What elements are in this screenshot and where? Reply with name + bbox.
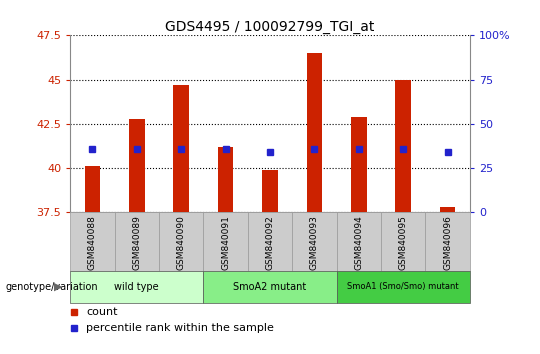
Text: GSM840096: GSM840096: [443, 215, 452, 270]
Text: SmoA1 (Smo/Smo) mutant: SmoA1 (Smo/Smo) mutant: [347, 282, 459, 291]
Text: GSM840090: GSM840090: [177, 215, 186, 270]
Bar: [159, 212, 204, 271]
Bar: [114, 212, 159, 271]
Bar: [292, 212, 336, 271]
Text: count: count: [86, 307, 118, 316]
Text: ▶: ▶: [53, 282, 62, 292]
Title: GDS4495 / 100092799_TGI_at: GDS4495 / 100092799_TGI_at: [165, 21, 375, 34]
Text: percentile rank within the sample: percentile rank within the sample: [86, 322, 274, 332]
Text: GSM840088: GSM840088: [88, 215, 97, 270]
Bar: [204, 212, 248, 271]
Bar: [204, 271, 336, 303]
Bar: [426, 212, 470, 271]
Bar: [381, 212, 426, 271]
Bar: [336, 212, 381, 271]
Text: GSM840093: GSM840093: [310, 215, 319, 270]
Bar: [248, 212, 292, 271]
Text: wild type: wild type: [114, 282, 159, 292]
Bar: [395, 80, 411, 212]
Bar: [129, 119, 145, 212]
Text: GSM840091: GSM840091: [221, 215, 230, 270]
Bar: [351, 117, 367, 212]
Bar: [336, 271, 470, 303]
Bar: [85, 166, 100, 212]
Text: GSM840095: GSM840095: [399, 215, 408, 270]
Bar: [173, 85, 189, 212]
Bar: [307, 53, 322, 212]
Text: GSM840089: GSM840089: [132, 215, 141, 270]
Bar: [218, 147, 233, 212]
Text: GSM840092: GSM840092: [266, 215, 274, 270]
Bar: [262, 170, 278, 212]
Text: SmoA2 mutant: SmoA2 mutant: [233, 282, 307, 292]
Bar: [440, 207, 455, 212]
Bar: [70, 212, 114, 271]
Text: GSM840094: GSM840094: [354, 215, 363, 270]
Text: genotype/variation: genotype/variation: [5, 282, 98, 292]
Bar: [70, 271, 204, 303]
